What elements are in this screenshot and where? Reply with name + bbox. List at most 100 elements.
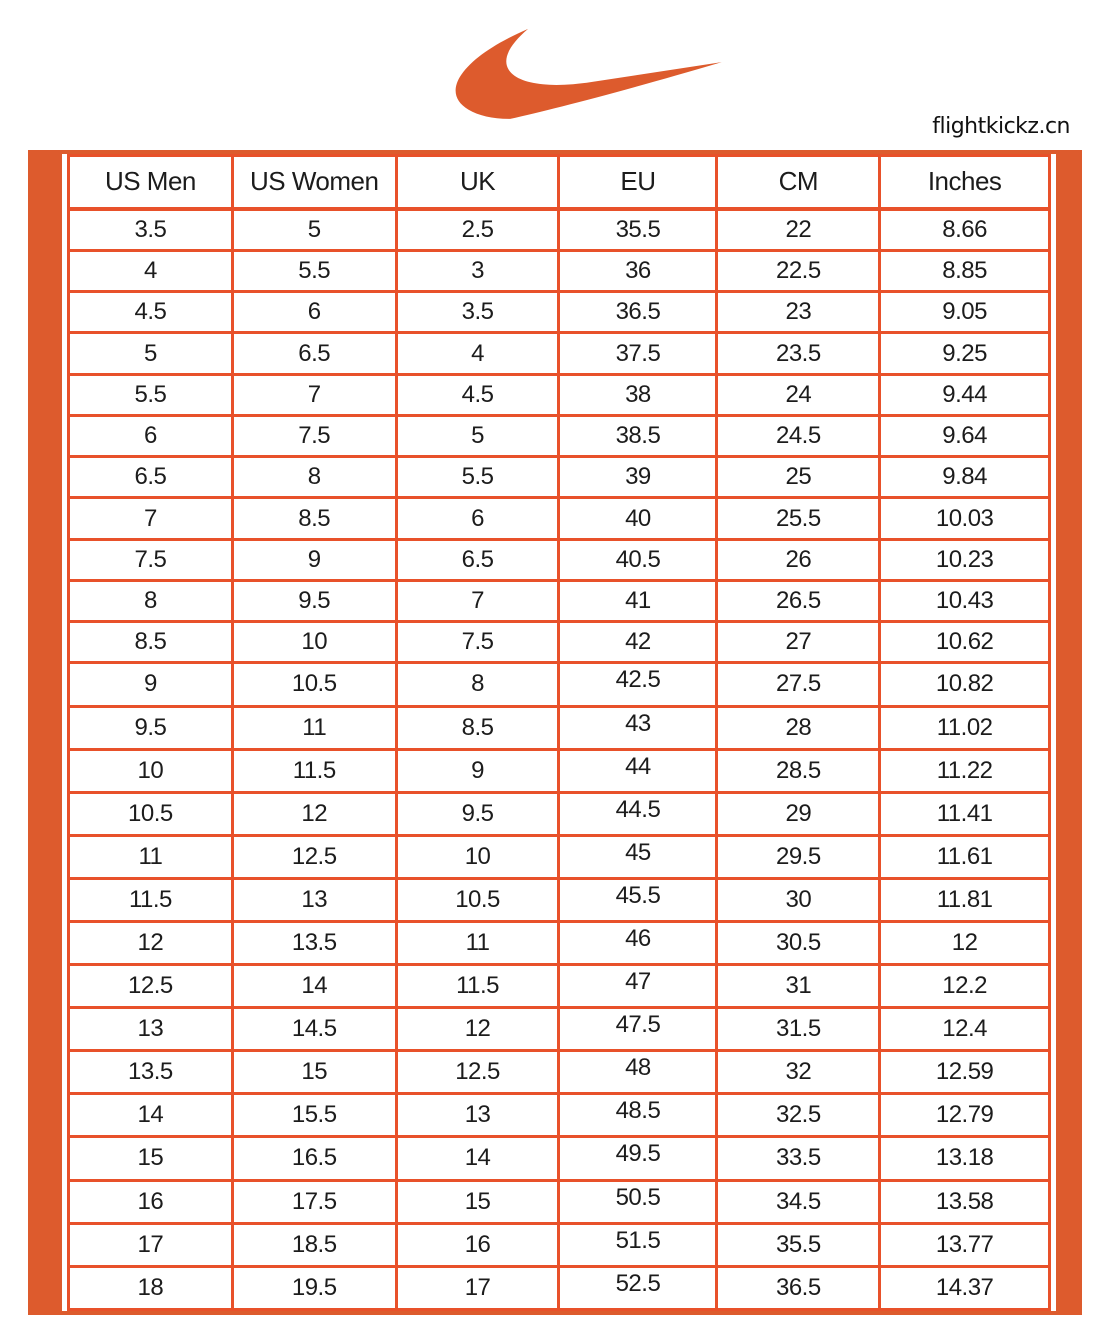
size-cell: 7 bbox=[67, 496, 234, 541]
size-cell: 14.5 bbox=[230, 1006, 398, 1053]
size-cell: 41 bbox=[557, 578, 719, 624]
size-cell: 8 bbox=[394, 661, 561, 708]
size-cell: 12 bbox=[230, 790, 398, 837]
size-cell: 8.85 bbox=[878, 248, 1051, 294]
size-cell: 15 bbox=[230, 1049, 398, 1096]
size-cell: 13.5 bbox=[67, 1049, 234, 1096]
table-header: US Men US Women UK EU CM Inches bbox=[67, 154, 1051, 211]
size-cell: 9 bbox=[394, 747, 561, 794]
size-row: 7.5 9 6.5 40.5 26 10.23 bbox=[67, 537, 1051, 582]
size-row: 7 8.5 6 40 25.5 10.03 bbox=[67, 496, 1051, 541]
left-accent-bar bbox=[32, 154, 62, 1311]
size-cell: 28 bbox=[715, 704, 882, 751]
size-cell: 22 bbox=[715, 207, 882, 252]
size-cell: 13 bbox=[394, 1092, 561, 1139]
size-cell: 38 bbox=[557, 372, 719, 417]
size-cell: 10.23 bbox=[878, 537, 1051, 582]
size-row: 5 6.5 4 37.5 23.5 9.25 bbox=[67, 331, 1051, 376]
nike-swoosh-icon bbox=[455, 28, 723, 120]
size-cell: 8.66 bbox=[878, 207, 1051, 252]
size-cell: 11.02 bbox=[878, 704, 1051, 751]
size-cell: 10.03 bbox=[878, 496, 1051, 541]
size-cell: 6.5 bbox=[230, 331, 398, 376]
size-row: 14 15.5 13 48.5 32.5 12.79 bbox=[67, 1092, 1051, 1139]
size-cell: 5 bbox=[230, 207, 398, 252]
size-cell: 11 bbox=[67, 833, 234, 880]
size-cell: 27.5 bbox=[715, 661, 882, 708]
size-cell: 48 bbox=[557, 1049, 719, 1096]
size-cell: 36.5 bbox=[715, 1264, 882, 1312]
size-cell: 15 bbox=[67, 1135, 234, 1182]
size-cell: 12.5 bbox=[230, 833, 398, 880]
size-cell: 5 bbox=[67, 331, 234, 376]
site-watermark: flightkickz.cn bbox=[932, 114, 1070, 139]
size-cell: 10 bbox=[67, 747, 234, 794]
size-cell: 3 bbox=[394, 248, 561, 294]
size-cell: 13.5 bbox=[230, 919, 398, 967]
size-cell: 8 bbox=[67, 578, 234, 624]
size-cell: 31 bbox=[715, 963, 882, 1010]
size-cell: 17 bbox=[67, 1221, 234, 1268]
size-cell: 3.5 bbox=[67, 207, 234, 252]
size-cell: 5.5 bbox=[230, 248, 398, 294]
size-row: 10.5 12 9.5 44.5 29 11.41 bbox=[67, 790, 1051, 837]
size-cell: 10 bbox=[394, 833, 561, 880]
size-cell: 5 bbox=[394, 413, 561, 459]
size-row: 8.5 10 7.5 42 27 10.62 bbox=[67, 620, 1051, 665]
size-cell: 9 bbox=[230, 537, 398, 582]
size-cell: 13.18 bbox=[878, 1135, 1051, 1182]
size-cell: 14 bbox=[67, 1092, 234, 1139]
size-cell: 10.43 bbox=[878, 578, 1051, 624]
size-cell: 44 bbox=[557, 747, 719, 794]
size-cell: 26 bbox=[715, 537, 882, 582]
size-row: 4 5.5 3 36 22.5 8.85 bbox=[67, 248, 1051, 294]
size-cell: 9 bbox=[67, 661, 234, 708]
size-cell: 4.5 bbox=[67, 290, 234, 335]
size-row: 6 7.5 5 38.5 24.5 9.64 bbox=[67, 413, 1051, 459]
size-cell: 6 bbox=[67, 413, 234, 459]
size-cell: 11.61 bbox=[878, 833, 1051, 880]
size-cell: 9.5 bbox=[394, 790, 561, 837]
column-header: US Women bbox=[230, 154, 398, 211]
size-cell: 16.5 bbox=[230, 1135, 398, 1182]
size-cell: 5.5 bbox=[67, 372, 234, 417]
size-cell: 6.5 bbox=[67, 455, 234, 500]
size-cell: 12 bbox=[878, 919, 1051, 967]
size-cell: 10.62 bbox=[878, 620, 1051, 665]
size-cell: 11.22 bbox=[878, 747, 1051, 794]
table-body: 3.5 5 2.5 35.5 22 8.66 4 5.5 3 36 22.5 8.85 4.5 6 3.5 3… bbox=[67, 207, 1051, 1312]
size-cell: 9.25 bbox=[878, 331, 1051, 376]
column-header: Inches bbox=[878, 154, 1051, 211]
size-cell: 8.5 bbox=[230, 496, 398, 541]
size-cell: 9.5 bbox=[67, 704, 234, 751]
size-cell: 11.5 bbox=[230, 747, 398, 794]
size-cell: 23.5 bbox=[715, 331, 882, 376]
size-cell: 10.5 bbox=[67, 790, 234, 837]
size-cell: 14.37 bbox=[878, 1264, 1051, 1312]
size-cell: 7 bbox=[230, 372, 398, 417]
size-cell: 12.79 bbox=[878, 1092, 1051, 1139]
size-cell: 17.5 bbox=[230, 1178, 398, 1225]
size-cell: 12.2 bbox=[878, 963, 1051, 1010]
size-cell: 7.5 bbox=[394, 620, 561, 665]
size-cell: 39 bbox=[557, 455, 719, 500]
size-cell: 12.59 bbox=[878, 1049, 1051, 1096]
size-cell: 12.4 bbox=[878, 1006, 1051, 1053]
column-header: UK bbox=[394, 154, 561, 211]
size-cell: 51.5 bbox=[557, 1221, 719, 1268]
size-cell: 45.5 bbox=[557, 876, 719, 923]
size-cell: 42 bbox=[557, 620, 719, 665]
size-cell: 6 bbox=[230, 290, 398, 335]
size-cell: 36 bbox=[557, 248, 719, 294]
size-row: 15 16.5 14 49.5 33.5 13.18 bbox=[67, 1135, 1051, 1182]
size-cell: 7.5 bbox=[67, 537, 234, 582]
size-cell: 8.5 bbox=[67, 620, 234, 665]
size-row: 13.5 15 12.5 48 32 12.59 bbox=[67, 1049, 1051, 1096]
size-cell: 11.41 bbox=[878, 790, 1051, 837]
size-cell: 11 bbox=[230, 704, 398, 751]
size-cell: 14 bbox=[230, 963, 398, 1010]
size-cell: 3.5 bbox=[394, 290, 561, 335]
size-cell: 8.5 bbox=[394, 704, 561, 751]
size-row: 4.5 6 3.5 36.5 23 9.05 bbox=[67, 290, 1051, 335]
size-cell: 13 bbox=[67, 1006, 234, 1053]
